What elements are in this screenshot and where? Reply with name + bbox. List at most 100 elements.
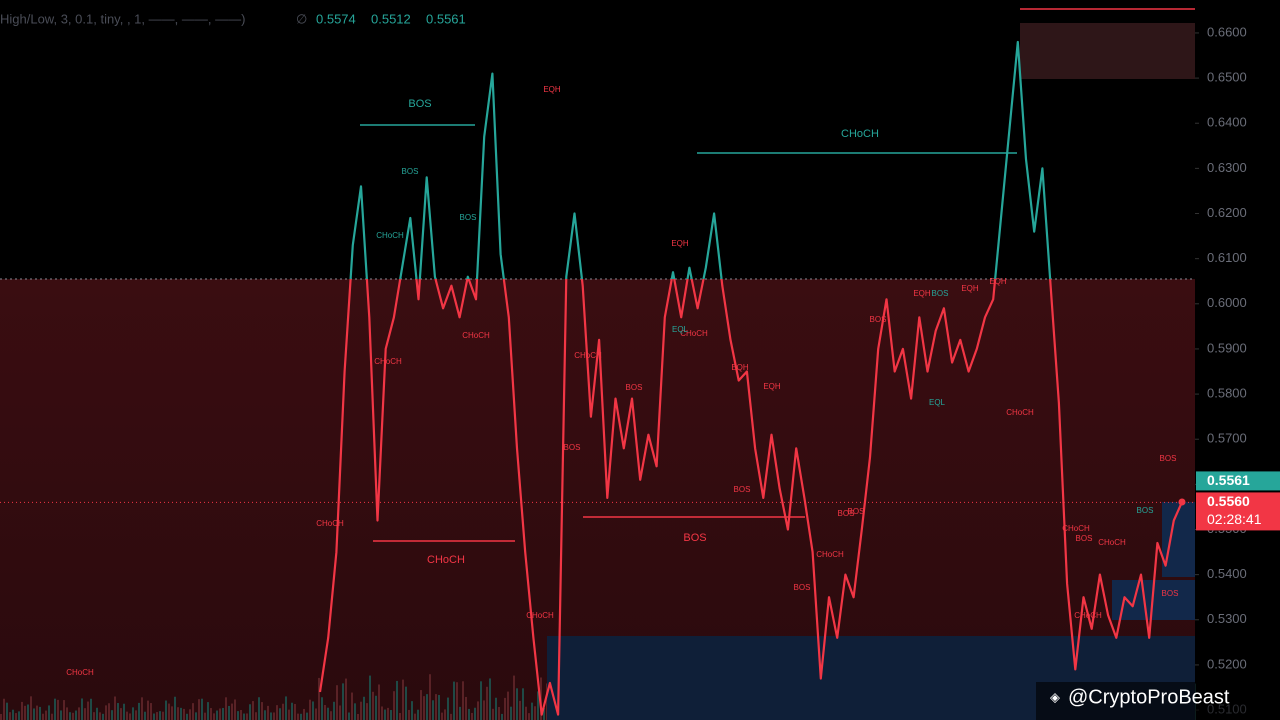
annotation: EQH (671, 239, 689, 248)
volume-bar (60, 710, 62, 720)
watermark-bg (1036, 682, 1280, 720)
volume-bar (462, 681, 464, 720)
volume-bar (222, 707, 224, 720)
volume-bar (45, 710, 47, 720)
annotation: BOS (794, 583, 811, 592)
volume-bar (372, 691, 374, 720)
volume-bar (294, 703, 296, 720)
price-box (1196, 492, 1280, 531)
volume-bar (12, 709, 14, 720)
volume-bar (342, 683, 344, 720)
volume-bar (339, 705, 341, 720)
volume-bar (249, 704, 251, 720)
volume-bar (84, 708, 86, 720)
volume-bar (81, 698, 83, 720)
annotation: CHoCH (1062, 524, 1090, 533)
annotation: EQH (989, 277, 1007, 286)
volume-bar (153, 713, 155, 720)
y-tick-label: 0.6600 (1207, 24, 1247, 39)
price-label: 0.5560 (1207, 493, 1250, 509)
volume-bar (171, 706, 173, 720)
volume-bar (291, 702, 293, 720)
volume-bar (510, 706, 512, 720)
y-tick-label: 0.6200 (1207, 205, 1247, 220)
volume-bar (396, 680, 398, 720)
volume-bar (492, 708, 494, 720)
volume-bar (78, 707, 80, 720)
volume-bar (267, 705, 269, 720)
volume-bar (279, 708, 281, 720)
y-tick-label: 0.6300 (1207, 160, 1247, 175)
volume-bar (27, 704, 29, 720)
volume-bar (507, 691, 509, 720)
volume-bar (114, 696, 116, 720)
volume-bar (414, 713, 416, 720)
annotation: BOS (1162, 589, 1179, 598)
price-line (318, 278, 1184, 716)
volume-bar (306, 712, 308, 720)
price-box (1196, 471, 1280, 491)
volume-bar (123, 703, 125, 720)
volume-bar (177, 707, 179, 720)
y-axis: 0.51000.52000.53000.54000.55000.56000.57… (1195, 24, 1280, 717)
volume-bar (3, 698, 5, 720)
volume-bar (438, 695, 440, 720)
volume-bar (96, 707, 98, 720)
volume-bar (264, 710, 266, 720)
volume-bar (150, 703, 152, 720)
volume-bar (18, 711, 20, 720)
volume-bar (0, 714, 2, 720)
y-tick-label: 0.6500 (1207, 70, 1247, 85)
volume-bar (465, 696, 467, 720)
volume-bar (120, 708, 122, 720)
volume-bar (297, 713, 299, 720)
volume-bar (192, 703, 194, 720)
plot (0, 40, 1195, 716)
annotation: BOS (932, 289, 949, 298)
volume-bar (108, 703, 110, 720)
volume-bar (156, 712, 158, 720)
volume-bar (420, 690, 422, 720)
volume-bar (360, 701, 362, 720)
volume-bar (423, 696, 425, 720)
volume-bar (312, 701, 314, 720)
annotation: CHoCH (376, 231, 404, 240)
annotation: BOS (1076, 534, 1093, 543)
volume-bar (117, 703, 119, 720)
volume-bar (384, 709, 386, 720)
watermark: @CryptoProBeast (1068, 686, 1230, 708)
volume-bar (393, 691, 395, 720)
volume-bar (480, 681, 482, 720)
volume-bar (528, 713, 530, 720)
annotation: EQH (961, 284, 979, 293)
y-tick-label: 0.5900 (1207, 340, 1247, 355)
volume-bar (138, 702, 140, 720)
volume-bar (54, 698, 56, 720)
volume-bar (159, 711, 161, 720)
volume-bar (390, 710, 392, 720)
volume-bar (309, 699, 311, 720)
volume-bar (357, 713, 359, 720)
structure-label: CHoCH (841, 128, 879, 140)
annotation: CHoCH (526, 611, 554, 620)
volume-bar (453, 681, 455, 720)
volume-bar (30, 696, 32, 720)
volume-bar (105, 705, 107, 720)
volume-bar (471, 712, 473, 720)
volume-bar (99, 712, 101, 720)
volume-bar (489, 678, 491, 720)
volume-bar (375, 695, 377, 720)
volume-bar (333, 701, 335, 720)
volume-bar (90, 698, 92, 720)
volume-bar (405, 686, 407, 720)
structure-label: BOS (408, 98, 431, 110)
volume-bar (345, 678, 347, 720)
volume-bar (210, 708, 212, 720)
volume-bar (495, 697, 497, 720)
volume-bar (42, 713, 44, 720)
volume-bar (255, 712, 257, 720)
volume-bar (168, 703, 170, 720)
volume-bar (288, 709, 290, 720)
volume-bar (201, 698, 203, 720)
volume-bar (381, 706, 383, 720)
